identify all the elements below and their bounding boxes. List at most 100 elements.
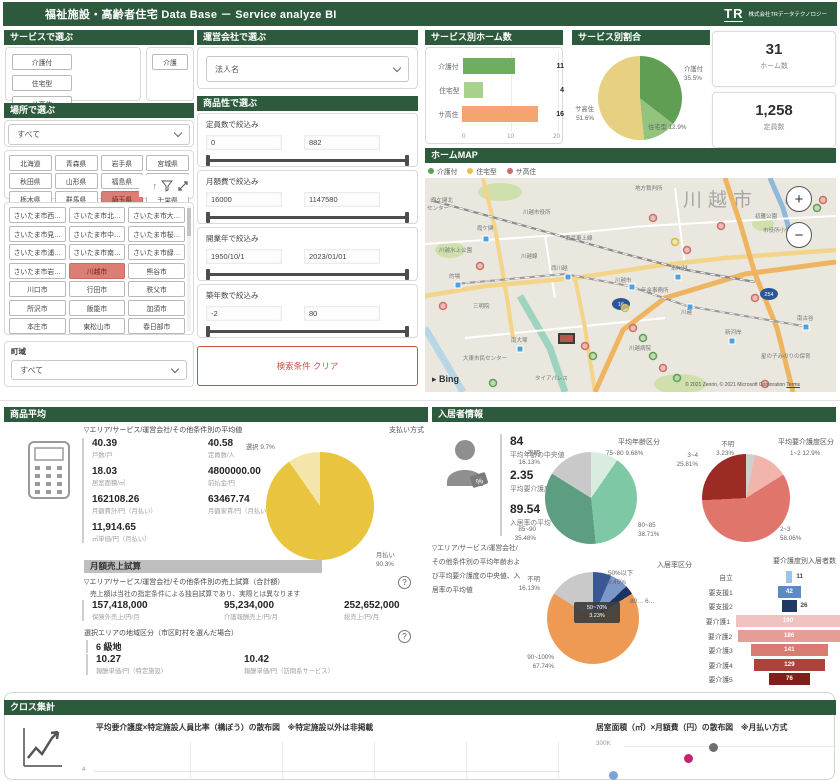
bar-category: 介護付: [438, 64, 459, 71]
prefecture-button[interactable]: 北海道: [9, 155, 52, 171]
building-age-range-slider[interactable]: [206, 326, 409, 337]
opening-year-max-input[interactable]: [304, 249, 380, 264]
opening-year-slider-box: 開業年で絞込み: [197, 227, 418, 281]
home-marker[interactable]: [760, 379, 770, 389]
capacity-range-slider[interactable]: [206, 155, 409, 166]
home-marker[interactable]: [620, 303, 630, 313]
help-icon[interactable]: ?: [398, 576, 411, 589]
home-marker[interactable]: [670, 237, 680, 247]
city-button[interactable]: 秩父市: [128, 281, 185, 297]
city-button[interactable]: 本庄市: [9, 318, 66, 334]
city-button[interactable]: 熊谷市: [128, 262, 185, 279]
help-icon[interactable]: ?: [398, 630, 411, 643]
city-button[interactable]: さいたま市南…: [68, 244, 126, 260]
city-button[interactable]: さいたま市大…: [128, 207, 185, 223]
stat: 40.39 戸数/戸: [92, 438, 208, 459]
city-button[interactable]: 川越市: [68, 262, 126, 279]
monthly-fee-max-input[interactable]: [304, 192, 380, 207]
stat-value: 10.42: [244, 654, 270, 665]
service-button-kaigotsuki[interactable]: 介護付: [12, 54, 72, 70]
place-dropdown[interactable]: すべて: [8, 124, 190, 145]
service-share-header: サービス別割合: [572, 30, 710, 45]
kpi-home-count-label: ホーム数: [760, 63, 788, 70]
stat-label: 月額家賃/円（月払い）: [208, 508, 273, 515]
map-zoom-out-button[interactable]: −: [786, 222, 812, 248]
prefecture-button[interactable]: 岩手県: [100, 155, 144, 171]
prefecture-button[interactable]: 福島県: [100, 173, 144, 189]
city-button[interactable]: 飯能市: [68, 299, 126, 316]
map-zoom-in-button[interactable]: +: [786, 186, 812, 212]
city-button[interactable]: さいたま市桜…: [128, 225, 185, 242]
home-marker[interactable]: [682, 245, 692, 255]
building-age-max-input[interactable]: [304, 306, 380, 321]
prefecture-button[interactable]: 宮城県: [146, 155, 189, 171]
monthly-fee-range-slider[interactable]: [206, 212, 409, 223]
city-button[interactable]: さいたま市北…: [68, 207, 126, 223]
scroll-up-icon[interactable]: ↑: [152, 181, 158, 191]
home-marker[interactable]: [438, 301, 448, 311]
home-marker[interactable]: [580, 341, 590, 351]
home-marker[interactable]: [812, 203, 822, 213]
city-button[interactable]: さいたま市西…: [9, 207, 66, 223]
map-copyright: © 2021 Zenrin, © 2021 Microsoft Corporat…: [685, 382, 800, 388]
home-marker[interactable]: [588, 351, 598, 361]
city-button[interactable]: 加須市: [128, 299, 185, 316]
home-marker[interactable]: [716, 221, 726, 231]
home-marker[interactable]: [488, 378, 498, 388]
monthly-fee-min-input[interactable]: [206, 192, 282, 207]
share-label-sakoju: サ高住 51.6%: [575, 106, 594, 122]
terms-link[interactable]: Terms: [786, 382, 800, 388]
share-label-jutakugata: 住宅型 12.9%: [648, 124, 687, 131]
home-marker[interactable]: [638, 333, 648, 343]
station-marker: [482, 235, 490, 243]
city-button[interactable]: さいたま市見…: [9, 225, 66, 242]
city-button[interactable]: 春日部市: [128, 318, 185, 334]
x-tick-0: 0: [462, 133, 466, 140]
city-scrollbar-thumb[interactable]: [187, 208, 191, 236]
city-button[interactable]: 川口市: [9, 281, 66, 297]
city-list-scrollbar[interactable]: [187, 206, 191, 331]
map-label: 初雁公園: [755, 212, 778, 220]
home-marker[interactable]: [818, 195, 828, 205]
clear-search-button[interactable]: 検索条件 クリア: [197, 346, 418, 386]
care-bar-category: 要介護3: [708, 648, 733, 656]
filter-icon[interactable]: [161, 180, 173, 192]
service-button-jutakugata[interactable]: 住宅型: [12, 75, 72, 91]
city-button[interactable]: さいたま市岩…: [9, 262, 66, 279]
home-marker[interactable]: [658, 363, 668, 373]
city-button[interactable]: 行田市: [68, 281, 126, 297]
selected-home-marker: [558, 333, 575, 344]
route-shield: [760, 288, 778, 300]
home-marker[interactable]: [628, 323, 638, 333]
prefecture-button[interactable]: 山形県: [54, 173, 98, 189]
operator-dropdown[interactable]: 法人名: [206, 56, 409, 82]
city-button[interactable]: さいたま市中…: [68, 225, 126, 242]
age-label-85-90: 85~90 35.48%: [514, 526, 536, 542]
opening-year-min-input[interactable]: [206, 249, 282, 264]
care-bar-title: 要介護度別入居者数: [773, 558, 836, 565]
opening-year-range-slider[interactable]: [206, 269, 409, 280]
home-marker[interactable]: [475, 261, 485, 271]
home-marker[interactable]: [750, 293, 760, 303]
prefecture-button[interactable]: 青森県: [54, 155, 98, 171]
capacity-min-input[interactable]: [206, 135, 282, 150]
city-button[interactable]: 所沢市: [9, 299, 66, 316]
prefecture-button[interactable]: 秋田県: [9, 173, 52, 189]
home-marker[interactable]: [648, 351, 658, 361]
sales-subtitle: ▽エリア/サービス/運営会社/その他条件別の売上試算（合計額）: [84, 579, 285, 586]
home-marker[interactable]: [648, 213, 658, 223]
town-dropdown[interactable]: すべて: [11, 360, 187, 380]
focus-mode-icon[interactable]: [177, 180, 189, 192]
city-button[interactable]: さいたま市緑…: [128, 244, 185, 260]
capacity-max-input[interactable]: [304, 135, 380, 150]
care-bar: 141: [750, 644, 828, 657]
bar-value: 4: [560, 86, 564, 94]
city-button[interactable]: さいたま市浦…: [9, 244, 66, 260]
city-button[interactable]: 東松山市: [68, 318, 126, 334]
stat-value: 2.35: [510, 468, 534, 482]
home-marker[interactable]: [672, 373, 682, 383]
building-age-min-input[interactable]: [206, 306, 282, 321]
service-button-kaigo[interactable]: 介護: [152, 54, 188, 70]
care-label-3-4: 3~4 25.81%: [676, 452, 698, 468]
